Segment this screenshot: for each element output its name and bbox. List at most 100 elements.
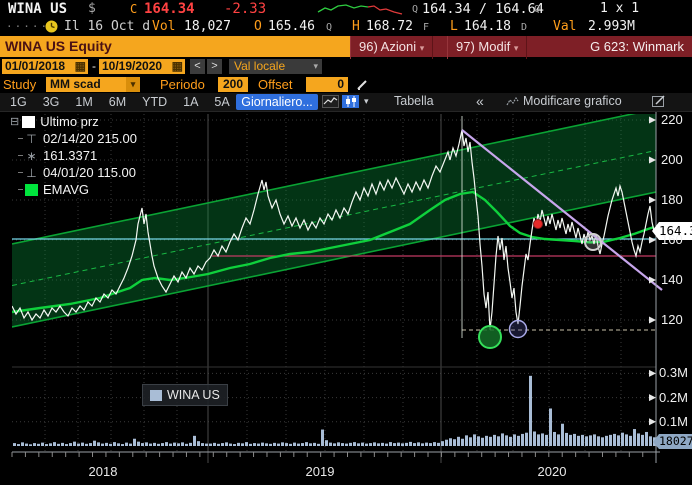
open-label: O [254,19,262,34]
study-row: Study MM scad ▾ Periodo 200 Offset 0 [0,76,692,92]
interval-button[interactable]: Giornaliero... [236,94,318,110]
vol-label: Vol [152,19,176,34]
legend-item: ⊤ 02/14/20 215.00 [10,130,137,147]
quote-detail-row: ····· Il 16 Oct d Vol 18,027 O 165.46 Q … [0,17,692,35]
volume-legend: WINA US [142,384,228,406]
volume-tick-label: 0.1M [659,413,688,429]
azioni-menu-button[interactable]: 96) Azioni ▾ [350,36,434,59]
year-label: 2020 [537,464,567,479]
price-sparkline [317,4,403,15]
calendar-icon[interactable]: ▦ [74,59,86,73]
open-suffix: Q [326,22,333,33]
last-price-axis-badge: 164.34 [652,222,692,240]
chart-panel[interactable]: ⊟ Ultimo prz ⊤ 02/14/20 215.00 ∗ 161.3371 ⊥ 04/… [0,112,692,485]
function-name: G 623: Winmark [590,39,684,54]
study-value: MM scad [50,77,101,91]
table-button[interactable]: Tabella [394,94,434,108]
legend-swatch [22,115,36,128]
high-suffix: F [423,22,430,33]
price-tick-label: 160 [661,232,683,247]
caret-down-icon: ▾ [513,43,519,53]
caret-down-icon: ▾ [126,77,140,92]
bid-exchange-code: Q [412,4,419,15]
range-tab-1g[interactable]: 1G [10,95,27,109]
high-value: 168.72 [366,19,413,34]
quote-header-row: WINA US $ C 164.34 -2.33 Q 164.34 / 164.… [0,0,692,17]
date-to-input[interactable]: 10/19/2020 ▦ [99,59,185,74]
menu-bar: WINA US Equity 96) Azioni ▾ 97) Modif ▾ … [0,36,692,59]
security-field[interactable]: WINA US Equity [0,36,350,57]
range-tab-1a[interactable]: 1A [183,95,199,109]
ask-exchange-code: Q [534,4,541,15]
volume-tick-label: 0.2M [659,389,688,405]
azioni-label: 96) Azioni [359,39,417,54]
dots-indicator: ····· [6,20,50,33]
bid-ask: 164.34 / 164.64 [422,1,544,17]
modif-menu-button[interactable]: 97) Modif ▾ [447,36,528,59]
ticker-symbol: WINA US [8,1,68,17]
range-tab-5a[interactable]: 5A [214,95,230,109]
val-label: Val [553,19,577,34]
price-change: -2.33 [224,1,267,17]
edit-note-icon[interactable] [652,95,666,108]
caret-down-icon: ▾ [419,43,425,53]
caret-down-icon: ▾ [313,61,318,71]
date-range-row: 01/01/2018 ▦ - 10/19/2020 ▦ < > Val loca… [0,58,692,75]
chart-legend: ⊟ Ultimo prz ⊤ 02/14/20 215.00 ∗ 161.3371 ⊥ 04/… [10,113,137,198]
year-label: 2018 [88,464,118,479]
legend-swatch [25,183,38,196]
legend-label: Ultimo prz [40,114,99,129]
edit-chart-button[interactable]: Modificare grafico [523,94,622,108]
currency-select-value: Val locale [234,59,286,73]
range-tab-1m[interactable]: 1M [75,95,93,109]
legend-label: 02/14/20 215.00 [43,131,137,146]
legend-marker-icon: ∗ [26,148,37,163]
currency-symbol: $ [88,1,96,16]
date-from-input[interactable]: 01/01/2018 ▦ [2,59,88,74]
line-chart-icon[interactable] [322,95,339,108]
legend-tree-tick [18,155,23,156]
mini-chart-icon [506,96,519,106]
legend-label: 161.3371 [43,148,98,163]
range-tab-ytd[interactable]: YTD [142,95,168,109]
lot-size: 1 x 1 [600,1,640,16]
range-tab-3g[interactable]: 3G [42,95,60,109]
prev-period-button[interactable]: < [190,59,205,74]
price-tick-label: 120 [661,312,683,327]
caret-down-icon[interactable]: ▾ [364,96,369,106]
currency-select[interactable]: Val locale ▾ [229,59,322,74]
legend-tree-tick [18,138,23,139]
open-value: 165.46 [268,19,315,34]
period-input[interactable]: 200 [218,77,248,92]
period-label: Periodo [160,77,205,92]
price-tick-label: 140 [661,272,683,287]
legend-tree-tick [18,189,23,190]
close-label: C [130,2,138,16]
collapse-button[interactable]: « [476,93,484,109]
date-to-value: 10/19/2020 [102,59,163,73]
modif-label: 97) Modif [456,39,511,54]
clock-icon [45,20,58,33]
study-select[interactable]: MM scad ▾ [46,77,140,92]
volume-swatch [150,389,162,401]
chart-toolbar: 1G3G1M6MYTD1A5AMass Giornaliero... ▾ Tab… [0,93,692,112]
next-period-button[interactable]: > [207,59,222,74]
legend-tree-tick [18,172,23,173]
range-tab-6m[interactable]: 6M [108,95,127,109]
calendar-icon[interactable]: ▦ [171,59,183,73]
vol-value: 18,027 [184,19,231,34]
low-suffix: D [521,22,528,33]
legend-item: ⊥ 04/01/20 115.00 [10,164,137,181]
val-value: 2.993M [588,19,635,34]
legend-expander-icon[interactable]: ⊟ [10,116,20,128]
low-label: L [450,19,458,34]
year-label: 2019 [305,464,335,479]
offset-input[interactable]: 0 [306,77,348,92]
price-tick-label: 180 [661,192,683,207]
last-price: 164.34 [144,1,195,17]
price-volume-chart [11,112,663,463]
pencil-icon[interactable] [356,78,370,91]
session-date: Il 16 Oct d [64,19,151,34]
candlestick-chart-icon[interactable] [342,95,359,108]
